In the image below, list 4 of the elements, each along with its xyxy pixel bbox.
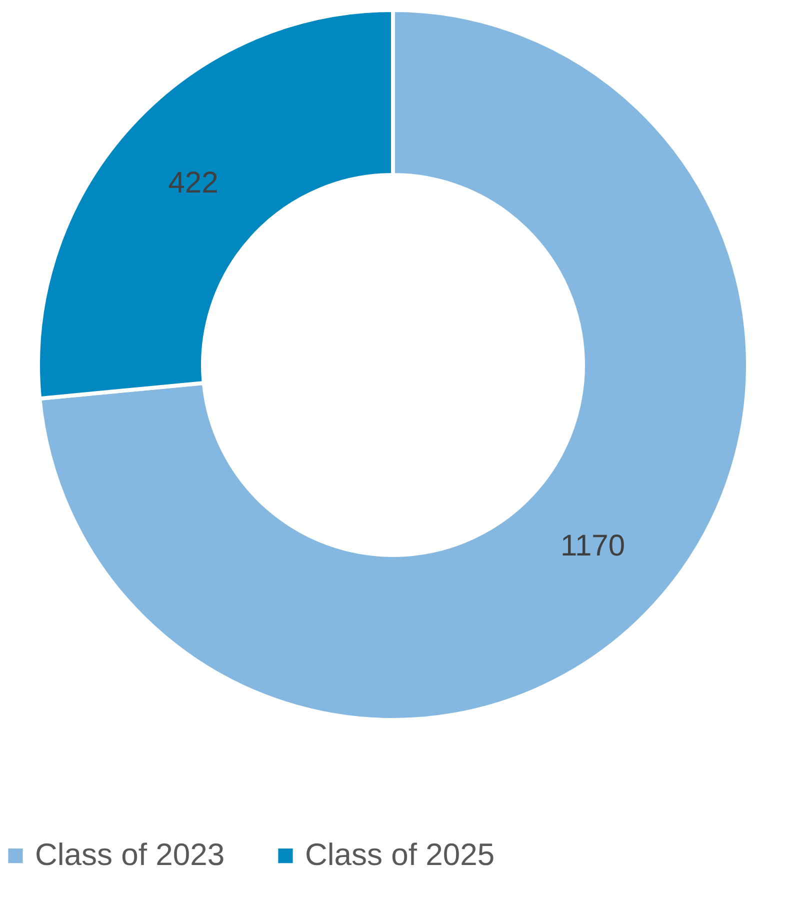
legend-label: Class of 2023 (35, 836, 225, 872)
data-label: 422 (168, 166, 218, 200)
data-label: 1170 (560, 530, 625, 563)
legend-label: Class of 2025 (305, 836, 495, 872)
